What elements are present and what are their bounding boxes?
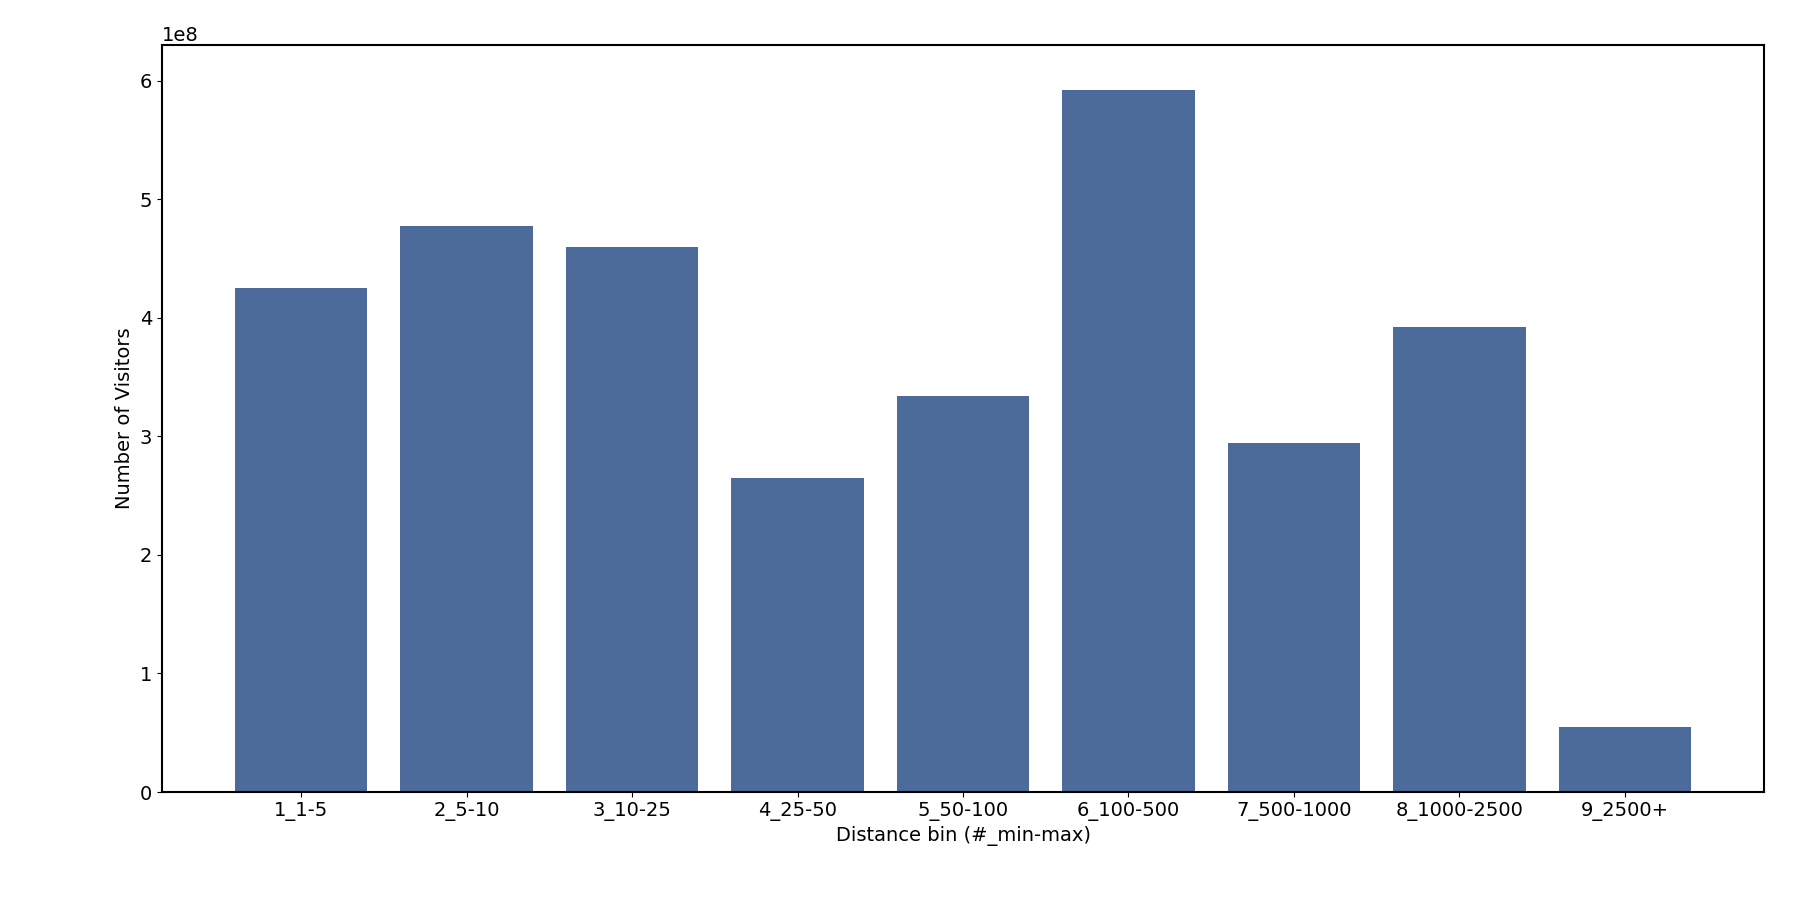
Bar (234, 288, 367, 792)
Y-axis label: Number of Visitors: Number of Visitors (115, 328, 135, 509)
Bar (400, 227, 533, 792)
Bar (731, 478, 864, 792)
Bar (1393, 328, 1526, 792)
Bar (896, 396, 1030, 792)
Bar (565, 247, 698, 792)
Bar (1062, 90, 1195, 792)
Bar (1228, 444, 1361, 792)
Bar (1559, 727, 1692, 792)
X-axis label: Distance bin (#_min-max): Distance bin (#_min-max) (835, 826, 1091, 846)
